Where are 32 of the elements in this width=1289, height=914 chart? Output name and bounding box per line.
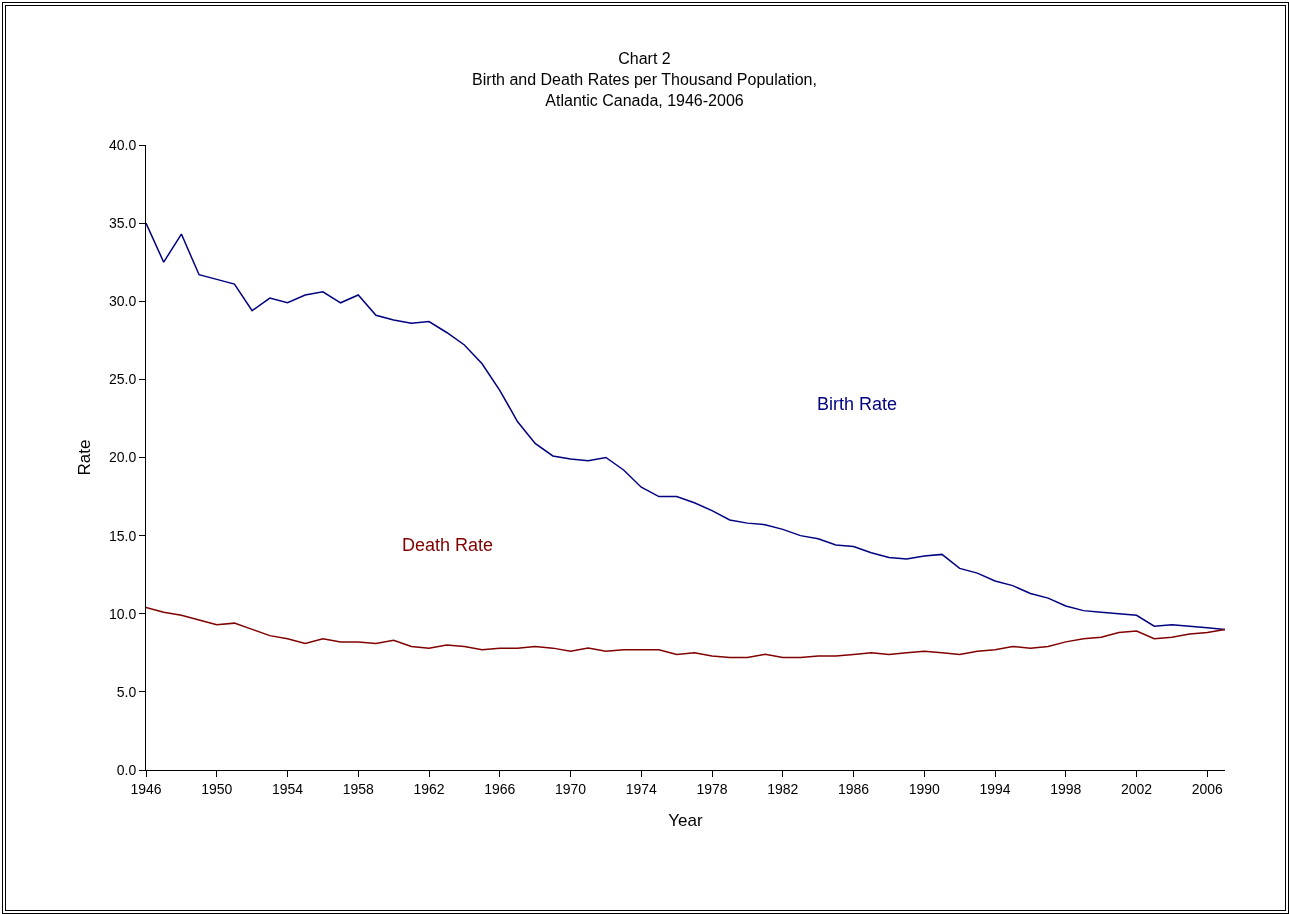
line-series xyxy=(146,606,1225,659)
chart-title: Chart 2 Birth and Death Rates per Thousand Population, Atlantic Canada, 1946-2006 xyxy=(472,49,817,109)
x-tick-label: 1950 xyxy=(201,780,233,797)
x-tick-label: 1958 xyxy=(342,780,375,797)
x-tick-label: 1966 xyxy=(484,780,516,797)
x-tick-label: 2006 xyxy=(1191,780,1224,797)
y-tick-label: 20.0 xyxy=(108,449,137,466)
x-tick-label: 1974 xyxy=(625,780,658,797)
x-tick-label: 1946 xyxy=(130,780,162,797)
x-tick-label: 1986 xyxy=(837,780,870,797)
y-tick-label: 35.0 xyxy=(108,215,137,232)
y-tick-label: 15.0 xyxy=(108,527,137,544)
y-tick-label: 25.0 xyxy=(108,371,137,388)
x-tick-label: 1998 xyxy=(1050,780,1082,797)
y-tick-label: 40.0 xyxy=(108,136,137,153)
y-axis-title: Rate xyxy=(74,439,94,476)
x-tick-label: 1962 xyxy=(413,780,445,797)
x-tick-label: 1970 xyxy=(554,780,587,797)
x-tick-label: 1978 xyxy=(696,780,728,797)
x-tick-label: 1954 xyxy=(271,780,304,797)
x-tick-label: 1990 xyxy=(908,780,941,797)
text: Birth Rate xyxy=(817,394,898,414)
y-tick-label: 30.0 xyxy=(108,293,137,310)
x-tick-label: 2002 xyxy=(1120,780,1153,797)
y-tick-label: 0.0 xyxy=(116,761,137,778)
text: Death Rate xyxy=(402,535,494,555)
y-tick-label: 10.0 xyxy=(108,605,137,622)
line-series xyxy=(146,222,1225,631)
x-tick-label: 1994 xyxy=(979,780,1011,797)
x-axis-title: Year xyxy=(668,811,704,831)
x-tick-label: 1982 xyxy=(767,780,799,797)
y-tick-label: 5.0 xyxy=(116,683,137,700)
